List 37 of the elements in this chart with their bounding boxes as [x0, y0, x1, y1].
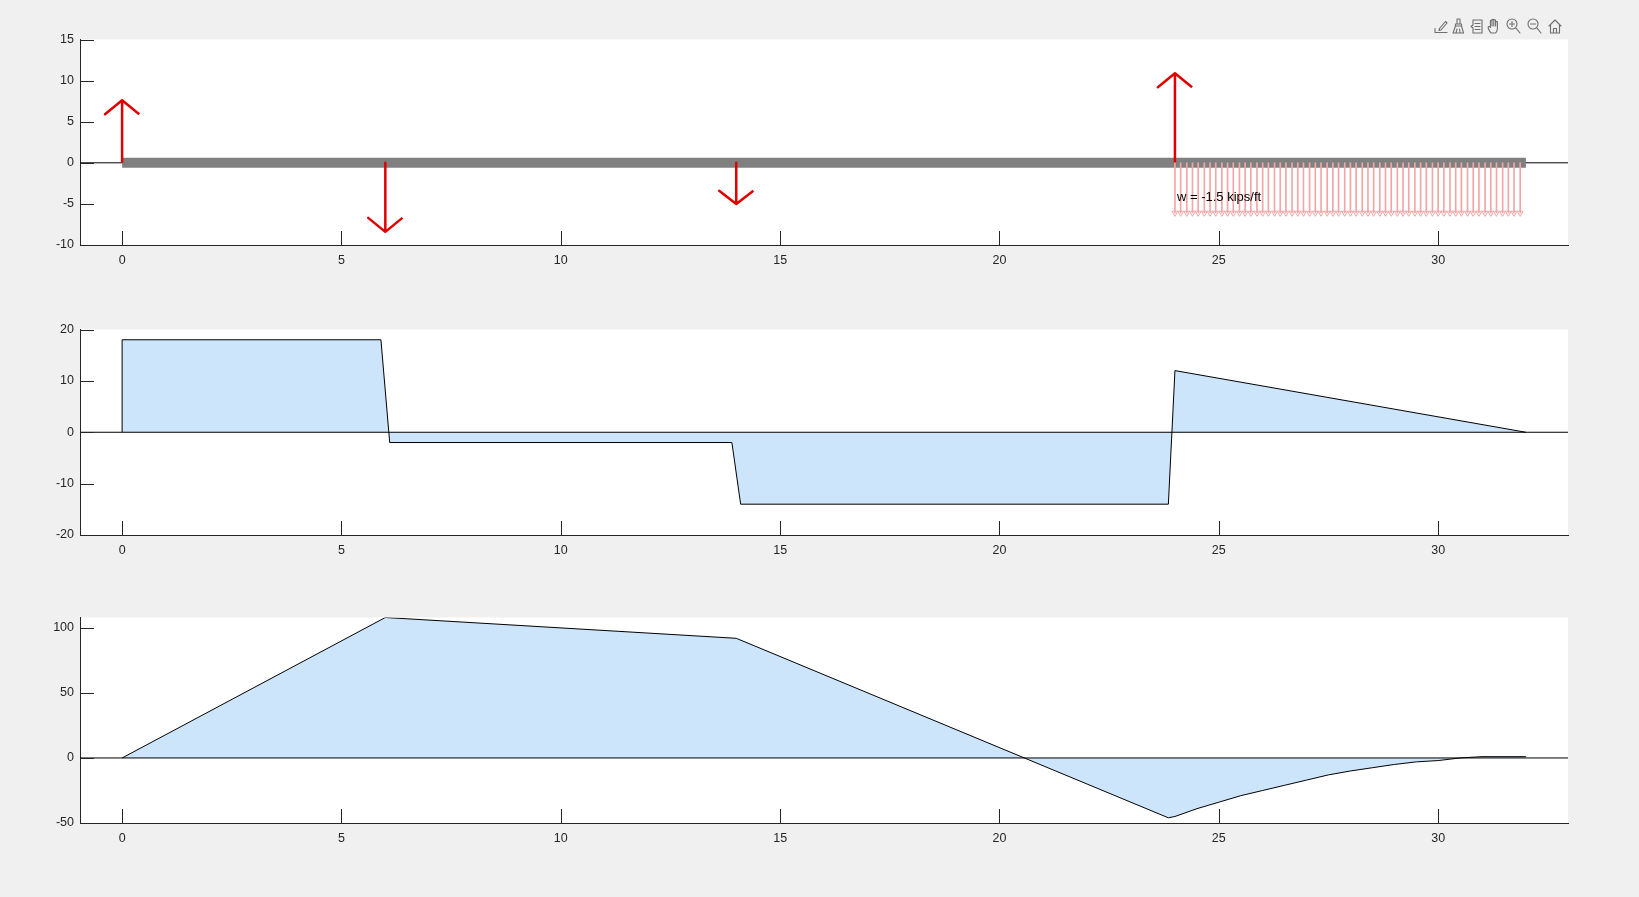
y-tick-label: -20	[55, 527, 75, 542]
x-tick-label: 15	[773, 252, 788, 267]
x-tick-label: 5	[337, 830, 345, 845]
y-tick-label: -5	[62, 196, 75, 211]
y-tick-label: 100	[53, 620, 75, 635]
x-tick-label: 10	[553, 542, 568, 557]
x-tick-label: 30	[1431, 252, 1446, 267]
annotation: w = -1.5 kips/ft	[1176, 189, 1262, 205]
y-tick-label: 10	[60, 373, 75, 388]
x-tick-label: 20	[992, 830, 1007, 845]
x-tick-label: 30	[1431, 830, 1446, 845]
y-tick-label: 50	[60, 685, 75, 700]
y-tick-label: -10	[55, 476, 75, 491]
x-tick-label: 10	[553, 830, 568, 845]
x-tick-label: 20	[992, 542, 1007, 557]
x-tick-label: 25	[1211, 830, 1226, 845]
y-tick-label: 5	[67, 114, 75, 129]
x-tick-label: 15	[773, 542, 788, 557]
y-tick-label: 15	[60, 31, 75, 46]
x-tick-label: 0	[118, 252, 126, 267]
y-tick-label: 0	[67, 424, 75, 439]
x-tick-label: 5	[337, 542, 345, 557]
x-tick-label: 30	[1431, 542, 1446, 557]
y-tick-label: 0	[67, 155, 75, 170]
y-tick-label: -50	[55, 815, 75, 830]
y-tick-label: 0	[67, 750, 75, 765]
y-tick-label: 10	[60, 73, 75, 88]
x-tick-label: 5	[337, 252, 345, 267]
x-tick-label: 0	[118, 542, 126, 557]
x-tick-label: 10	[553, 252, 568, 267]
x-tick-label: 15	[773, 830, 788, 845]
x-tick-label: 25	[1211, 542, 1226, 557]
x-tick-label: 0	[118, 830, 126, 845]
x-tick-label: 20	[992, 252, 1007, 267]
y-tick-label: 20	[60, 321, 75, 336]
y-tick-label: -10	[55, 237, 75, 252]
x-tick-label: 25	[1211, 252, 1226, 267]
